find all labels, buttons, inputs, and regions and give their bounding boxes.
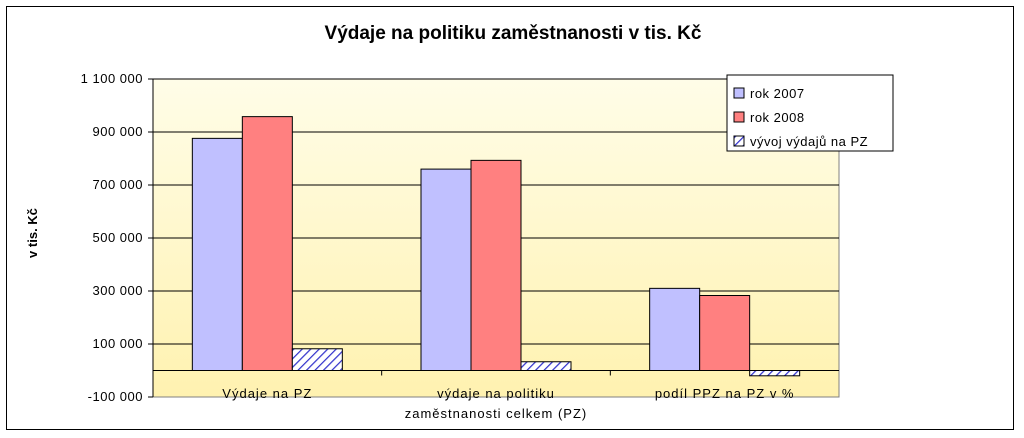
bar-vývoj-výdajů-na-PZ-1 xyxy=(520,361,572,372)
legend-label: vývoj výdajů na PZ xyxy=(750,134,868,149)
legend-swatch xyxy=(733,135,745,147)
bar-rok-2007-0 xyxy=(191,137,243,371)
y-tick-label: 100 000 xyxy=(93,336,144,351)
bar-rok-2007-1 xyxy=(420,168,472,371)
y-tick-label: 300 000 xyxy=(93,283,144,298)
legend-label: rok 2007 xyxy=(750,86,805,101)
bar-rok-2008-0 xyxy=(241,116,293,371)
category-labels: Výdaje na PZ výdaje na politiku zaměstnano… xyxy=(222,386,795,421)
bar-vývoj-výdajů-na-PZ-0 xyxy=(291,348,343,371)
y-tick-label: 1 100 000 xyxy=(81,71,143,86)
y-tick-label: -100 000 xyxy=(88,389,143,404)
bars xyxy=(191,116,801,377)
category-label: zaměstnanosti celkem (PZ) xyxy=(405,406,588,421)
bar-rok-2008-1 xyxy=(470,159,522,371)
bar-vývoj-výdajů-na-PZ-2 xyxy=(749,370,801,377)
y-axis-label: v tis. Kč xyxy=(25,208,40,258)
chart-frame: Výdaje na politiku zaměstnanosti v tis. … xyxy=(6,6,1014,430)
axes xyxy=(148,78,839,398)
bar-chart: Výdaje na politiku zaměstnanosti v tis. … xyxy=(25,23,894,421)
bar-rok-2008-2 xyxy=(699,295,751,372)
legend-box xyxy=(726,74,894,152)
legend-swatch xyxy=(733,87,745,99)
category-label: Výdaje na PZ xyxy=(222,386,312,401)
legend: rok 2007 rok 2008 vývoj výdajů na PZ xyxy=(726,74,894,152)
category-label: podíl PPZ na PZ v % xyxy=(655,386,795,401)
chart-title: Výdaje na politiku zaměstnanosti v tis. … xyxy=(325,23,702,44)
y-tick-labels: -100 000 100 000 300 000 500 000 700 000 900 … xyxy=(81,71,143,404)
y-tick-label: 700 000 xyxy=(93,177,144,192)
bar-rok-2007-2 xyxy=(649,287,701,372)
category-label: výdaje na politiku xyxy=(437,386,555,401)
legend-swatch xyxy=(733,111,745,123)
y-tick-label: 900 000 xyxy=(93,124,144,139)
legend-label: rok 2008 xyxy=(750,110,805,125)
y-tick-label: 500 000 xyxy=(93,230,144,245)
